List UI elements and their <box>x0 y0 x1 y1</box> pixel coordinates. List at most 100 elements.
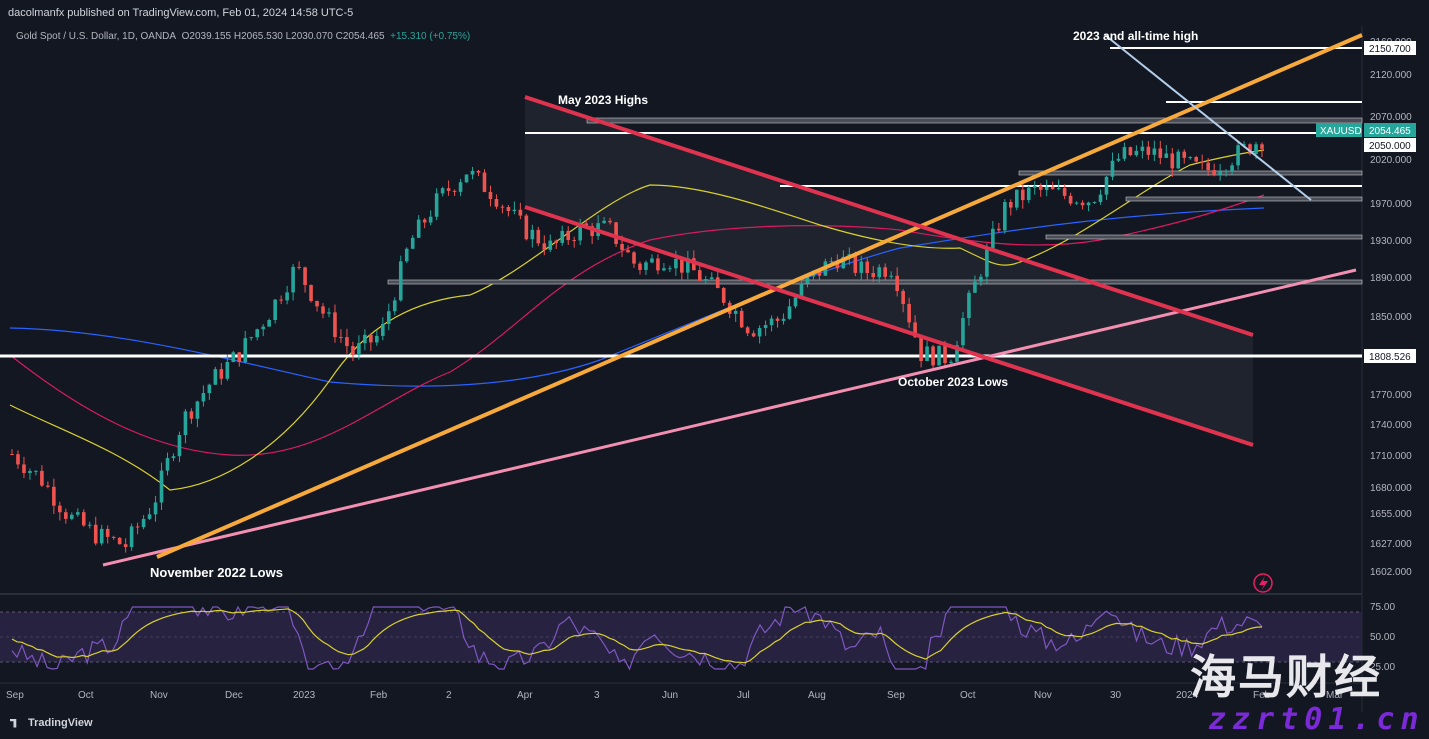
svg-text:Mar: Mar <box>1326 690 1344 701</box>
candle-body <box>273 299 277 321</box>
tradingview-logo[interactable]: TradingView <box>10 717 93 729</box>
candle-body <box>817 270 822 276</box>
bottom-bar <box>0 712 1429 739</box>
candle-body <box>339 337 343 339</box>
time-axis[interactable]: Sep Oct Nov Dec 2023 Feb 2 Apr 3 Jun Jul… <box>6 690 1344 701</box>
svg-text:1970.000: 1970.000 <box>1370 199 1412 210</box>
candle-body <box>686 258 690 273</box>
candle-body <box>195 401 200 419</box>
candle-body <box>500 206 505 208</box>
svg-text:Dec: Dec <box>225 690 243 701</box>
candle-body <box>1110 160 1115 177</box>
candle-body <box>751 333 756 337</box>
candle-body <box>512 209 517 212</box>
candle-body <box>369 334 373 343</box>
candle-body <box>1260 144 1264 149</box>
candle-body <box>1164 153 1169 158</box>
candle-body <box>697 270 702 281</box>
candle-body <box>775 318 780 321</box>
candle-body <box>632 252 636 264</box>
price-axis[interactable]: 2160.000 2120.000 2070.000 2020.000 1970… <box>1370 37 1412 578</box>
candle-body <box>1212 170 1216 175</box>
candle-body <box>1158 148 1163 158</box>
candle-body <box>261 326 265 330</box>
tradingview-brand: TradingView <box>28 717 93 729</box>
candle-body <box>590 226 594 237</box>
lightning-icon[interactable] <box>1253 573 1273 593</box>
candle-body <box>805 276 810 284</box>
descending-blue-line <box>1104 34 1312 201</box>
candle-body <box>680 258 684 273</box>
svg-text:75.00: 75.00 <box>1370 602 1395 613</box>
candle-body <box>452 190 457 192</box>
candle-body <box>763 325 768 329</box>
candle-body <box>315 300 319 307</box>
candle-body <box>129 526 134 547</box>
svg-text:1740.000: 1740.000 <box>1370 420 1412 431</box>
candle-body <box>476 170 481 173</box>
zone-1977 <box>1125 196 1363 202</box>
candle-body <box>93 524 98 544</box>
candle-body <box>853 254 858 273</box>
svg-text:Oct: Oct <box>960 690 976 701</box>
candle-body <box>668 268 672 270</box>
candle-body <box>1134 150 1139 156</box>
candle-body <box>745 327 750 334</box>
candle-body <box>835 261 840 269</box>
candle-body <box>446 188 451 191</box>
candle-body <box>386 311 391 324</box>
svg-text:Sep: Sep <box>6 690 24 701</box>
candle-body <box>1104 176 1109 195</box>
candle-body <box>829 261 834 263</box>
candle-body <box>781 318 786 321</box>
candle-body <box>1188 157 1193 159</box>
may-annotation: May 2023 Highs <box>558 93 648 107</box>
svg-text:25.00: 25.00 <box>1370 662 1395 673</box>
candle-body <box>787 306 792 319</box>
candle-body <box>530 229 535 240</box>
top-bar: dacolmanfx published on TradingView.com,… <box>0 0 1429 26</box>
candle-body <box>1026 187 1031 201</box>
candle-body <box>297 266 301 268</box>
candle-body <box>1080 202 1085 206</box>
candle-body <box>123 544 128 547</box>
svg-text:Nov: Nov <box>1034 690 1052 701</box>
candle-body <box>877 267 882 278</box>
candle-body <box>488 191 493 200</box>
candle-body <box>985 248 989 277</box>
candle-body <box>1170 153 1175 169</box>
candle-body <box>1050 186 1055 190</box>
candle-body <box>267 320 271 327</box>
candle-body <box>1044 186 1049 190</box>
candle-body <box>46 485 50 487</box>
candle-body <box>542 243 547 250</box>
candle-body <box>87 524 92 526</box>
candle-body <box>937 345 941 366</box>
ath-annotation: 2023 and all-time high <box>1073 29 1198 43</box>
candle-body <box>1206 162 1210 171</box>
candle-body <box>105 528 110 537</box>
candle-body <box>494 199 499 207</box>
candle-body <box>1152 148 1157 155</box>
candle-body <box>357 343 361 356</box>
candle-body <box>70 514 74 519</box>
candle-body <box>207 384 212 394</box>
candle-body <box>183 411 188 436</box>
candle-body <box>458 182 463 192</box>
candle-body <box>1074 202 1079 204</box>
candle-body <box>799 283 804 298</box>
candle-body <box>1128 147 1133 156</box>
candle-body <box>10 453 14 455</box>
candle-body <box>434 193 439 217</box>
candle-body <box>81 512 86 526</box>
svg-text:1602.000: 1602.000 <box>1370 567 1412 578</box>
candle-body <box>967 292 971 319</box>
channel-fill <box>525 97 1253 445</box>
candle-body <box>147 514 152 519</box>
zone-1888 <box>387 279 1363 285</box>
svg-text:2024: 2024 <box>1176 690 1199 701</box>
svg-text:Feb: Feb <box>370 690 388 701</box>
candle-body <box>153 502 158 515</box>
svg-text:50.00: 50.00 <box>1370 632 1395 643</box>
